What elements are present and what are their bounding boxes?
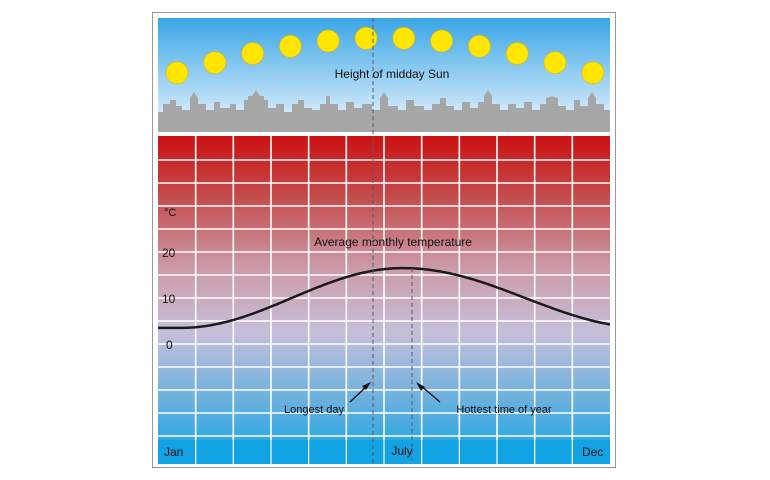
- sun-row: [165, 26, 605, 85]
- sun-8: [430, 29, 453, 53]
- longest-day-arrow: [349, 382, 371, 403]
- sun-11: [543, 51, 567, 75]
- y-tick-0: 0: [166, 338, 173, 352]
- city-skyline: [158, 90, 610, 132]
- sun-6: [354, 26, 378, 50]
- temperature-panel-title: Average monthly temperature: [314, 235, 472, 249]
- sun-3: [241, 42, 264, 65]
- sun-7: [392, 26, 416, 50]
- hottest-time-arrow: [416, 382, 441, 403]
- month-strip-dividers: [195, 440, 573, 464]
- sun-5: [316, 29, 340, 53]
- sun-panel: Height of midday Sun: [158, 18, 610, 132]
- sun-10: [505, 42, 529, 65]
- month-label-july: July: [391, 444, 412, 458]
- y-tick-10: 10: [162, 292, 176, 306]
- temperature-curve: [158, 266, 611, 330]
- sun-12: [581, 61, 605, 85]
- longest-day-label: Longest day: [284, 404, 344, 416]
- sun-panel-title: Height of midday Sun: [335, 67, 450, 81]
- unit-label: °C: [164, 207, 176, 219]
- sun-1: [165, 61, 189, 85]
- sun-9: [468, 34, 491, 58]
- month-label-dec: Dec: [582, 445, 603, 459]
- month-label-jan: Jan: [164, 445, 183, 459]
- temperature-panel: °C 20 10 0 Average monthly temperature L…: [158, 18, 611, 464]
- sun-4: [279, 34, 302, 58]
- temperature-grid: [158, 136, 610, 440]
- hottest-time-label: Hottest time of year: [456, 404, 552, 416]
- y-tick-20: 20: [162, 246, 176, 260]
- sun-2: [203, 51, 227, 75]
